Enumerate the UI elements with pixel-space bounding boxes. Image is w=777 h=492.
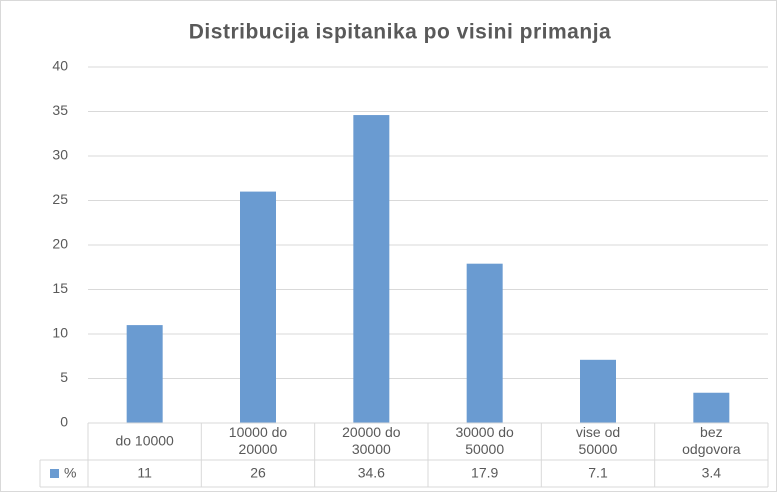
chart-title: Distribucija ispitanika po visini priman… — [189, 21, 611, 44]
y-tick-label: 40 — [52, 58, 68, 74]
data-table-value: 34.6 — [358, 465, 385, 481]
x-tick-label: vise od 50000 — [576, 424, 620, 457]
bar — [126, 325, 163, 423]
y-tick-label: 20 — [52, 236, 68, 252]
data-table-value: 7.1 — [588, 465, 608, 481]
data-table-value: 17.9 — [471, 465, 498, 481]
bar — [580, 359, 616, 423]
data-table-value: 11 — [137, 465, 152, 481]
bar — [693, 392, 730, 423]
x-tick-label: 30000 do 50000 — [455, 424, 514, 457]
x-tick-label: 20000 do 30000 — [342, 424, 401, 457]
bar — [466, 263, 503, 423]
y-tick-label: 10 — [52, 325, 68, 341]
bar — [240, 191, 276, 423]
y-tick-label: 5 — [60, 369, 68, 385]
y-tick-label: 35 — [52, 102, 68, 118]
x-tick-label: bez odgovora — [682, 424, 741, 457]
y-tick-label: 30 — [52, 147, 68, 163]
data-table-value: 26 — [250, 465, 266, 481]
legend-label: % — [64, 465, 76, 481]
y-tick-label: 25 — [52, 191, 68, 207]
legend-key — [50, 469, 59, 478]
y-tick-label: 0 — [60, 414, 68, 430]
y-tick-label: 15 — [52, 280, 68, 296]
x-tick-label: do 10000 — [115, 432, 174, 448]
bar — [353, 115, 390, 423]
data-table-value: 3.4 — [702, 465, 722, 481]
x-tick-label: 10000 do 20000 — [229, 424, 288, 457]
